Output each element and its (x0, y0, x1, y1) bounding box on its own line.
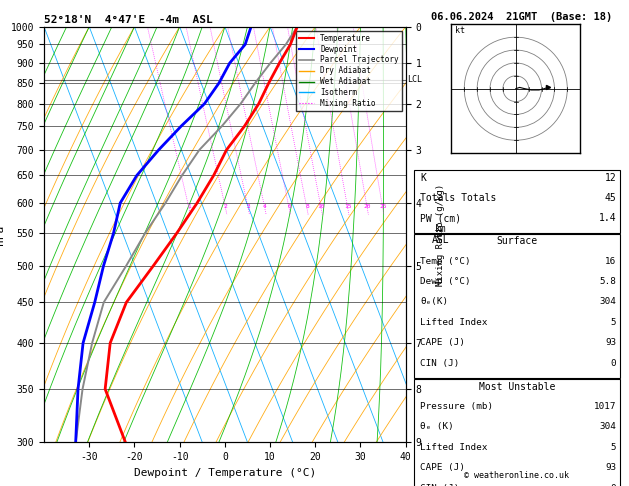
Text: 52°18'N  4°47'E  -4m  ASL: 52°18'N 4°47'E -4m ASL (44, 15, 213, 25)
Text: CAPE (J): CAPE (J) (420, 463, 465, 472)
Text: 1: 1 (187, 204, 191, 209)
Text: 4: 4 (263, 204, 267, 209)
Text: 5.8: 5.8 (599, 277, 616, 286)
Text: θₑ(K): θₑ(K) (420, 297, 448, 307)
Text: Pressure (mb): Pressure (mb) (420, 402, 493, 411)
Text: 1.4: 1.4 (599, 213, 616, 224)
X-axis label: Dewpoint / Temperature (°C): Dewpoint / Temperature (°C) (134, 468, 316, 478)
Text: 0: 0 (611, 484, 616, 486)
Text: Surface: Surface (496, 236, 537, 246)
Text: Temp (°C): Temp (°C) (420, 257, 470, 266)
Text: Lifted Index: Lifted Index (420, 318, 487, 327)
Text: 6: 6 (287, 204, 291, 209)
Text: Dewp (°C): Dewp (°C) (420, 277, 470, 286)
Y-axis label: hPa: hPa (0, 225, 5, 244)
Text: Lifted Index: Lifted Index (420, 443, 487, 452)
Text: 15: 15 (344, 204, 352, 209)
Text: kt: kt (455, 26, 465, 35)
Text: 304: 304 (599, 422, 616, 432)
Legend: Temperature, Dewpoint, Parcel Trajectory, Dry Adiabat, Wet Adiabat, Isotherm, Mi: Temperature, Dewpoint, Parcel Trajectory… (296, 31, 402, 111)
Text: K: K (420, 173, 426, 183)
Text: 06.06.2024  21GMT  (Base: 18): 06.06.2024 21GMT (Base: 18) (431, 12, 613, 22)
Text: 8: 8 (305, 204, 309, 209)
Text: 0: 0 (611, 359, 616, 368)
Y-axis label: km
ASL: km ASL (432, 224, 450, 245)
Text: PW (cm): PW (cm) (420, 213, 461, 224)
Text: 5: 5 (611, 443, 616, 452)
Text: 20: 20 (364, 204, 371, 209)
Text: © weatheronline.co.uk: © weatheronline.co.uk (464, 471, 569, 480)
Text: θₑ (K): θₑ (K) (420, 422, 454, 432)
Text: 1017: 1017 (594, 402, 616, 411)
Text: LCL: LCL (408, 75, 423, 84)
Text: 25: 25 (379, 204, 387, 209)
Text: 10: 10 (318, 204, 325, 209)
Text: Mixing Ratio (g/kg): Mixing Ratio (g/kg) (436, 183, 445, 286)
Text: 5: 5 (611, 318, 616, 327)
Text: CIN (J): CIN (J) (420, 484, 460, 486)
Text: 16: 16 (605, 257, 616, 266)
Text: 45: 45 (604, 193, 616, 203)
Text: Most Unstable: Most Unstable (479, 382, 555, 392)
Text: Totals Totals: Totals Totals (420, 193, 496, 203)
Text: 12: 12 (604, 173, 616, 183)
Text: 93: 93 (605, 463, 616, 472)
Text: CIN (J): CIN (J) (420, 359, 460, 368)
Text: 93: 93 (605, 338, 616, 347)
Text: 3: 3 (247, 204, 250, 209)
Text: 2: 2 (224, 204, 228, 209)
Text: 304: 304 (599, 297, 616, 307)
Text: CAPE (J): CAPE (J) (420, 338, 465, 347)
